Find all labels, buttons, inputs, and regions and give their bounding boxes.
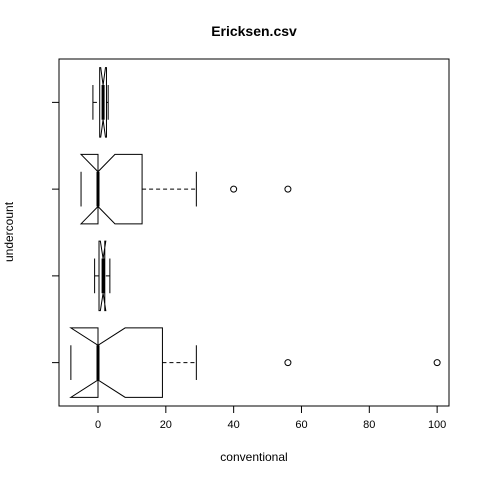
x-tick-label: 60 xyxy=(295,419,307,431)
x-tick-label: 0 xyxy=(95,419,101,431)
y-axis xyxy=(52,101,60,364)
x-axis-label: conventional xyxy=(220,450,287,464)
notched-box xyxy=(99,67,107,138)
outlier-point xyxy=(230,185,238,193)
plot-frame xyxy=(58,58,450,407)
boxes-layer xyxy=(69,67,441,398)
x-tick-label: 20 xyxy=(160,419,172,431)
notched-box xyxy=(79,153,143,225)
notched-box xyxy=(98,240,107,312)
box-group xyxy=(69,327,441,398)
x-tick-label: 100 xyxy=(428,419,446,431)
x-tick-label: 80 xyxy=(363,419,375,431)
box-group xyxy=(92,67,109,138)
x-tick-label: 40 xyxy=(228,419,240,431)
notched-box xyxy=(69,327,163,398)
outlier-point xyxy=(284,359,292,367)
outlier-point xyxy=(433,359,441,367)
box-group xyxy=(94,240,111,312)
box-group xyxy=(79,153,292,225)
x-axis: 0 20 40 60 80 100 xyxy=(95,405,446,431)
y-axis-label: undercount xyxy=(2,201,16,262)
outlier-point xyxy=(284,185,292,193)
chart-title: Ericksen.csv xyxy=(211,23,297,39)
